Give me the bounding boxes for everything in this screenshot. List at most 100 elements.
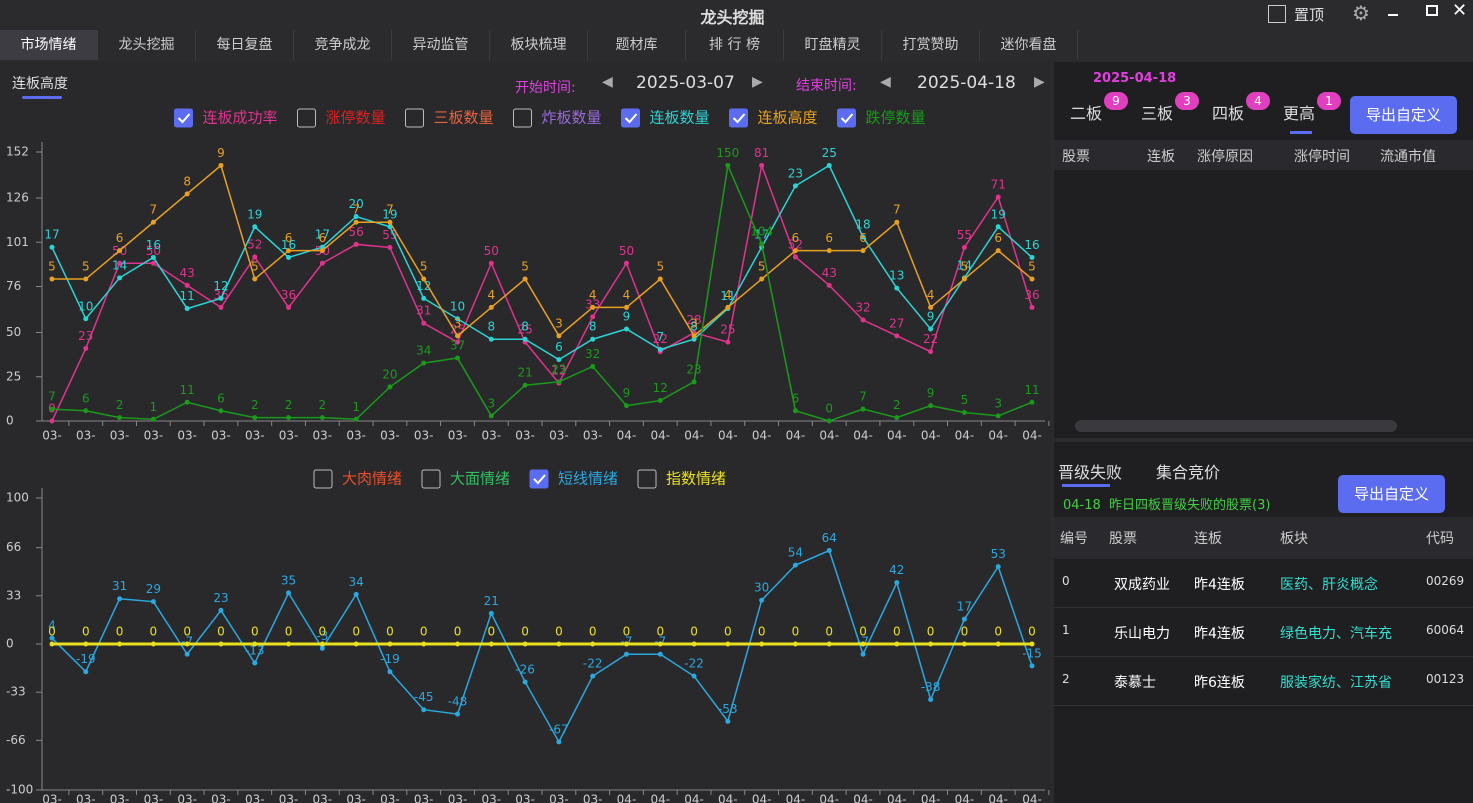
- series-line: [51, 549, 1033, 744]
- next-end[interactable]: ▶: [1034, 74, 1045, 90]
- x-tick-label: 03-: [177, 793, 197, 803]
- data-label: 5: [82, 260, 90, 274]
- legend-checkbox[interactable]: [174, 108, 193, 128]
- legend-checkbox[interactable]: [313, 469, 333, 489]
- board-tab[interactable]: 四板: [1212, 104, 1245, 123]
- table-row[interactable]: 1 乐山电力 昨4连板 绿色电力、汽车充 60064: [1054, 608, 1473, 657]
- x-tick-label: 04-: [988, 429, 1008, 443]
- tab[interactable]: 竞争成龙: [294, 30, 392, 60]
- data-label: 19: [247, 207, 262, 221]
- data-label: 4: [623, 288, 631, 302]
- legend-checkbox[interactable]: [729, 108, 748, 128]
- export-button-2[interactable]: 导出自定义: [1338, 475, 1445, 513]
- prev-start[interactable]: ◀: [602, 74, 613, 90]
- maximize[interactable]: [1426, 5, 1438, 16]
- tab[interactable]: 排 行 榜: [686, 30, 784, 60]
- legend-checkbox[interactable]: [529, 469, 549, 489]
- tab[interactable]: 题材库: [588, 30, 686, 60]
- legend-label: 涨停数量: [326, 109, 386, 127]
- pin-label: 置顶: [1294, 6, 1325, 24]
- data-label: 53: [991, 547, 1006, 561]
- data-point: [252, 276, 258, 282]
- prev-end[interactable]: ◀: [880, 74, 891, 90]
- tab[interactable]: 异动监管: [392, 30, 490, 60]
- x-tick-label: 04-: [1022, 793, 1042, 803]
- data-label: 6: [217, 391, 225, 405]
- data-point: [353, 219, 359, 225]
- data-point: [319, 645, 325, 651]
- board-tab[interactable]: 二板: [1070, 104, 1103, 123]
- data-label: 0: [927, 625, 935, 639]
- x-tick-label: 04-: [752, 793, 772, 803]
- data-label: 6: [825, 231, 833, 245]
- table-row[interactable]: 2 泰慕士 昨6连板 服装家纺、江苏省 00123: [1054, 657, 1473, 706]
- data-label: 17: [957, 600, 972, 614]
- data-point: [150, 254, 156, 260]
- data-point: [286, 304, 292, 310]
- tab[interactable]: 盯盘精灵: [784, 30, 882, 60]
- export-button[interactable]: 导出自定义: [1350, 96, 1457, 134]
- data-point: [218, 304, 224, 310]
- legend-checkbox[interactable]: [637, 469, 657, 489]
- data-point: [353, 591, 359, 597]
- tab[interactable]: 市场情绪: [0, 30, 98, 60]
- tab[interactable]: 迷你看盘: [980, 30, 1078, 60]
- data-point: [49, 641, 55, 647]
- data-point: [792, 562, 798, 568]
- board-tab[interactable]: 更高: [1283, 104, 1316, 123]
- data-point: [252, 660, 258, 666]
- data-label: 6: [555, 340, 563, 354]
- end-date[interactable]: 2025-04-18: [917, 73, 1016, 93]
- data-point: [387, 641, 393, 647]
- data-point: [623, 260, 629, 266]
- data-label: 5: [521, 260, 529, 274]
- board-tab[interactable]: 三板: [1141, 104, 1174, 123]
- data-label: 5: [961, 393, 969, 407]
- data-label: 22: [923, 332, 938, 346]
- next-start[interactable]: ▶: [752, 74, 763, 90]
- data-label: 27: [889, 316, 904, 330]
- pin-checkbox[interactable]: [1268, 5, 1286, 23]
- x-tick-label: 04-: [684, 429, 704, 443]
- data-point: [826, 418, 832, 424]
- legend-checkbox[interactable]: [513, 108, 532, 128]
- table-cell: 服装家纺、江苏省: [1280, 675, 1392, 691]
- legend-checkbox[interactable]: [405, 108, 424, 128]
- table-row[interactable]: 0 双成药业 昨4连板 医药、肝炎概念 00269: [1054, 559, 1473, 608]
- data-label: 29: [146, 582, 161, 596]
- x-tick-label: 03-: [583, 793, 603, 803]
- data-label: 5: [251, 260, 259, 274]
- data-label: 23: [686, 362, 701, 376]
- legend-checkbox[interactable]: [421, 469, 441, 489]
- legend-checkbox[interactable]: [297, 108, 316, 128]
- data-label: 3: [487, 396, 495, 410]
- fail-note: 04-18 昨日四板晋级失败的股票(3): [1063, 498, 1271, 513]
- tab[interactable]: 每日复盘: [196, 30, 294, 60]
- close[interactable]: ✕: [1452, 0, 1468, 21]
- subtab[interactable]: 连板高度: [12, 76, 68, 92]
- check-mark: [533, 474, 546, 485]
- legend-label: 炸板数量: [542, 109, 602, 127]
- settings-icon[interactable]: ⚙: [1352, 1, 1370, 25]
- legend-checkbox[interactable]: [837, 108, 856, 128]
- x-tick-label: 03-: [279, 429, 299, 443]
- scrollbar[interactable]: [1075, 420, 1397, 432]
- data-label: 4: [927, 288, 935, 302]
- data-point: [826, 282, 832, 288]
- start-date[interactable]: 2025-03-07: [636, 73, 735, 93]
- data-label: 1: [352, 400, 360, 414]
- data-point: [759, 162, 765, 168]
- legend-checkbox[interactable]: [621, 108, 640, 128]
- y-tick-label: 100: [6, 491, 29, 505]
- data-point: [1029, 254, 1035, 260]
- minimize[interactable]: [1388, 14, 1398, 16]
- data-label: 17: [315, 228, 330, 242]
- tab[interactable]: 板块梳理: [490, 30, 588, 60]
- fail-tab[interactable]: 集合竞价: [1156, 463, 1221, 482]
- data-point: [894, 415, 900, 421]
- tab[interactable]: 打赏赞助: [882, 30, 980, 60]
- fail-table-header: 编号 股票 连板 板块 代码: [1054, 517, 1473, 559]
- tab[interactable]: 龙头挖掘: [98, 30, 196, 60]
- y-tick-label: -100: [6, 783, 33, 797]
- fail-tab[interactable]: 晋级失败: [1058, 463, 1123, 482]
